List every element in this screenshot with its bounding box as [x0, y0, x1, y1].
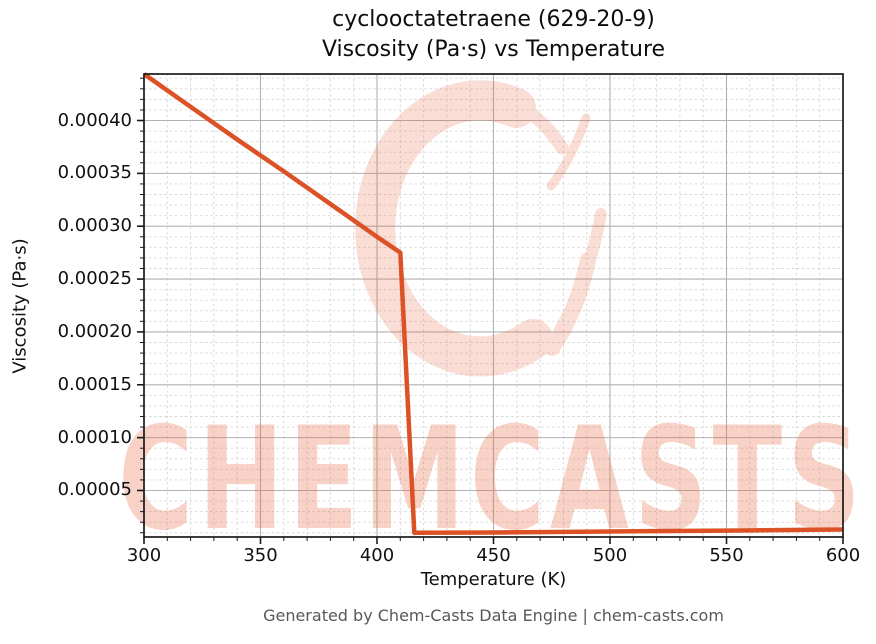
y-tick-label: 0.00005: [57, 479, 132, 501]
y-tick-label: 0.00040: [57, 109, 132, 131]
x-tick-label: 550: [709, 545, 744, 566]
chart-title-line1: cyclooctatetraene (629-20-9): [332, 7, 655, 32]
x-axis-label: Temperature (K): [420, 569, 567, 590]
y-tick-label: 0.00025: [57, 268, 132, 290]
axis-ticks: [137, 77, 844, 544]
x-tick-label: 300: [126, 545, 162, 566]
y-tick-label: 0.00020: [57, 320, 132, 342]
y-tick-label: 0.00030: [57, 215, 132, 237]
y-axis-label: Viscosity (Pa·s): [9, 238, 31, 374]
watermark: CHEMCASTS: [118, 80, 865, 562]
x-tick-label: 400: [359, 545, 395, 566]
chart-title: cyclooctatetraene (629-20-9) Viscosity (…: [144, 5, 843, 65]
chart-title-line2: Viscosity (Pa·s) vs Temperature: [321, 37, 666, 62]
watermark-text: CHEMCASTS: [118, 397, 865, 562]
y-tick-label: 0.00015: [57, 373, 132, 395]
y-tick-label: 0.00010: [57, 426, 132, 448]
x-tick-label: 500: [592, 545, 628, 566]
y-tick-label: 0.00035: [57, 162, 132, 184]
x-tick-label: 600: [825, 545, 861, 566]
viscosity-line: [142, 72, 844, 536]
x-tick-label: 450: [476, 545, 511, 566]
gridlines: [143, 74, 844, 537]
chemcasts-ring-logo-icon: [355, 80, 607, 377]
footer-credit: Generated by Chem-Casts Data Engine | ch…: [263, 606, 724, 625]
x-tick-label: 350: [243, 545, 278, 566]
